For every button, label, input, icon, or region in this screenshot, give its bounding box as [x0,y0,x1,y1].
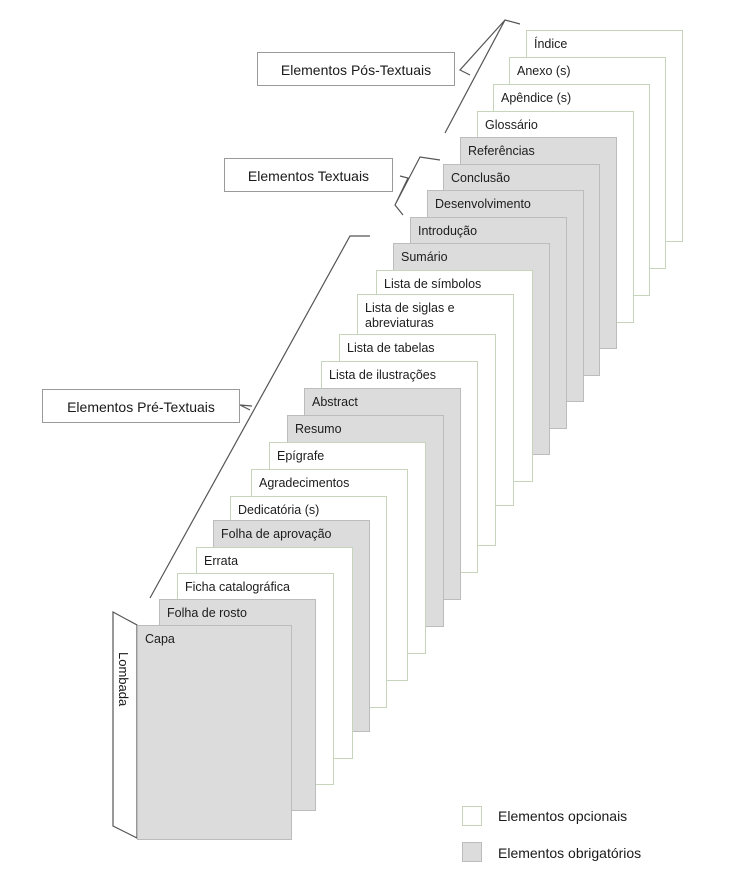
page-label: Errata [204,554,239,568]
page-22: Capa [137,625,292,840]
pre-textual-group-label: Elementos Pré-Textuais [42,389,240,423]
post-textual-group-label: Elementos Pós-Textuais [257,52,455,86]
page-label: Desenvolvimento [435,197,531,211]
page-label: Referências [468,144,535,158]
post-textual-group-text: Elementos Pós-Textuais [280,62,432,78]
page-label: Abstract [312,395,358,409]
legend-mandatory-text: Elementos obrigatórios [498,845,642,861]
textual-group-text: Elementos Textuais [247,168,370,184]
page-label: Folha de aprovação [221,527,332,541]
page-label: Dedicatória (s) [238,503,320,517]
page-label: Resumo [295,422,342,436]
spine-label: Lombada [116,652,131,707]
page-label: Capa [145,632,175,646]
page-label: Índice [534,37,568,51]
page-label: Glossário [485,118,538,132]
page-label: Sumário [401,250,448,264]
legend-mandatory-swatch [462,842,482,862]
pre-textual-group-text: Elementos Pré-Textuais [67,399,215,415]
spine-shape [112,610,138,839]
textual-group-label: Elementos Textuais [224,158,393,192]
page-label: Ficha catalográfica [185,580,290,594]
page-label: Folha de rosto [167,606,247,620]
page-label: Agradecimentos [259,476,350,490]
page-label: Lista de símbolos [384,277,482,291]
legend-optional-swatch [462,806,482,826]
page-label: Anexo (s) [517,64,571,78]
legend-optional-text: Elementos opcionais [498,808,628,824]
page-label: Introdução [418,224,478,238]
page-label: Epígrafe [277,449,325,463]
page-label: Lista de siglas e abreviaturas [365,301,455,330]
page-label: Lista de tabelas [347,341,435,355]
page-label: Apêndice (s) [501,91,572,105]
cropped-title-fragment [0,0,750,8]
page-label: Lista de ilustrações [329,368,437,382]
page-label: Conclusão [451,171,511,185]
